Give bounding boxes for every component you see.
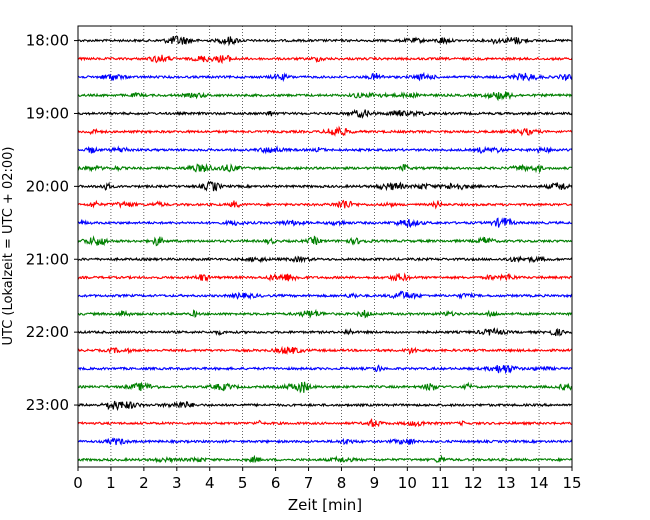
x-axis-label: Zeit [min] — [288, 496, 362, 514]
trace-line-2345 — [77, 454, 573, 464]
trace-line-2115 — [77, 272, 573, 283]
x-axis: 0 1 2 3 4 5 6 7 8 9 10 11 12 13 14 15 — [73, 467, 582, 492]
trace-line-2215 — [77, 345, 573, 356]
x-tick-label: 2 — [139, 474, 149, 492]
trace-line-2100 — [77, 255, 573, 264]
x-tick-label: 3 — [172, 474, 182, 492]
y-tick-label: 19:00 — [26, 104, 69, 122]
y-tick-label: 22:00 — [26, 323, 69, 341]
x-tick-label: 13 — [497, 474, 516, 492]
x-tick-label: 7 — [304, 474, 314, 492]
trace-line-2230 — [77, 364, 573, 375]
trace-line-2000 — [77, 180, 573, 192]
y-tick-label: 21:00 — [26, 250, 69, 268]
plot-frame — [77, 25, 573, 468]
trace-line-2145 — [77, 308, 573, 319]
trace-line-2015 — [77, 199, 573, 210]
trace-line-1915 — [77, 125, 573, 137]
y-axis: 18:00 19:00 20:00 21:00 22:00 23:00 — [26, 32, 78, 414]
trace-line-2330 — [77, 437, 573, 446]
trace-line-2300 — [77, 400, 573, 412]
x-tick-label: 6 — [271, 474, 281, 492]
x-tick-label: 14 — [530, 474, 549, 492]
trace-line-1930 — [77, 145, 573, 155]
x-tick-label: 8 — [337, 474, 347, 492]
x-tick-label: 4 — [205, 474, 215, 492]
x-tick-label: 9 — [370, 474, 380, 492]
trace-line-2045 — [77, 235, 573, 247]
x-tick-label: 1 — [106, 474, 116, 492]
grid-lines — [77, 26, 573, 467]
x-tick-label: 12 — [464, 474, 483, 492]
trace-line-2315 — [77, 417, 573, 428]
trace-line-1815 — [77, 54, 573, 65]
seismic-traces — [77, 35, 573, 464]
y-tick-label: 18:00 — [26, 32, 69, 50]
trace-line-1900 — [77, 108, 573, 119]
y-axis-label: UTC (Lokalzeit = UTC + 02:00) — [1, 147, 16, 346]
trace-line-2030 — [77, 217, 573, 229]
trace-line-1845 — [77, 91, 573, 102]
trace-line-1830 — [77, 71, 573, 83]
x-tick-label: 0 — [73, 474, 83, 492]
trace-line-1945 — [77, 163, 573, 174]
trace-line-2245 — [77, 381, 573, 394]
y-tick-label: 23:00 — [26, 396, 69, 414]
x-tick-label: 11 — [431, 474, 450, 492]
trace-line-2200 — [77, 327, 573, 337]
trace-line-2130 — [77, 290, 573, 301]
x-tick-label: 15 — [562, 474, 581, 492]
x-tick-label: 10 — [398, 474, 417, 492]
y-tick-label: 20:00 — [26, 177, 69, 195]
trace-line-1800 — [77, 35, 573, 47]
x-tick-label: 5 — [238, 474, 248, 492]
